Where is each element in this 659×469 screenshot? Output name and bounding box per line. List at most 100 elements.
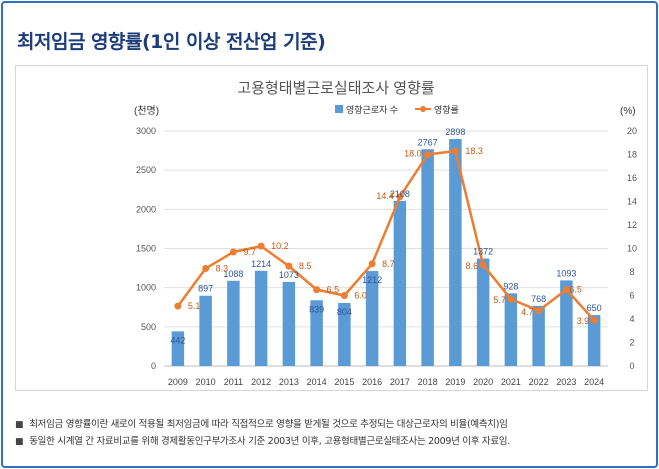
line-data-label: 6.5 bbox=[327, 285, 340, 295]
bar-data-label: 650 bbox=[587, 303, 602, 313]
line-point bbox=[257, 242, 265, 250]
line-point bbox=[451, 147, 459, 155]
line-point bbox=[313, 286, 321, 294]
bar bbox=[310, 300, 323, 366]
x-tick-label: 2019 bbox=[445, 377, 465, 387]
y-right-tick-label: 2 bbox=[629, 338, 634, 348]
y-left-unit-label: (천명) bbox=[134, 105, 159, 117]
y-left-tick-label: 500 bbox=[141, 322, 156, 332]
x-tick-label: 2024 bbox=[584, 377, 604, 387]
bar bbox=[476, 258, 490, 366]
chart-title: 고용형태별근로실태조사 영향률 bbox=[237, 80, 435, 97]
y-right-tick-label: 20 bbox=[627, 126, 637, 136]
y-right-tick-label: 16 bbox=[627, 173, 637, 183]
y-right-tick-label: 10 bbox=[627, 244, 637, 254]
line-point bbox=[424, 151, 432, 158]
x-tick-label: 2022 bbox=[529, 377, 549, 387]
line-data-label: 4.7 bbox=[521, 307, 534, 317]
line-series bbox=[176, 149, 596, 322]
bar bbox=[532, 305, 545, 366]
bar bbox=[421, 149, 434, 366]
line-data-label: 8.5 bbox=[299, 261, 312, 271]
y-right-tick-label: 18 bbox=[627, 150, 637, 160]
line-data-label: 6.5 bbox=[569, 285, 582, 295]
bar bbox=[199, 295, 212, 366]
bar-data-label: 2767 bbox=[418, 137, 438, 147]
line-point bbox=[479, 261, 487, 269]
x-tick-label: 2017 bbox=[390, 377, 410, 387]
line-point bbox=[562, 286, 570, 294]
bar-data-label: 897 bbox=[198, 284, 213, 294]
note-text: 동일한 시계열 간 자료비교를 위해 경제활동인구부가조사 기준 2003년 이… bbox=[29, 436, 510, 447]
line-data-label: 8.7 bbox=[382, 259, 395, 269]
x-tick-label: 2018 bbox=[418, 377, 438, 387]
bar bbox=[338, 303, 351, 366]
x-tick-label: 2011 bbox=[224, 377, 243, 387]
line-point bbox=[285, 262, 293, 270]
x-tick-label: 2012 bbox=[251, 377, 271, 387]
y-left-tick-label: 2500 bbox=[136, 165, 156, 175]
notes-list: ■ 최저임금 영향률이란 새로이 적용될 최저임금에 따라 직접적으로 영향을 … bbox=[15, 419, 648, 453]
bar bbox=[227, 280, 240, 366]
bar bbox=[504, 293, 518, 366]
bar bbox=[449, 138, 462, 366]
line-data-label: 5.7 bbox=[493, 295, 506, 305]
y-left-tick-label: 3000 bbox=[136, 126, 156, 136]
line-point bbox=[590, 316, 598, 324]
x-tick-label: 2023 bbox=[556, 377, 576, 387]
y-right-tick-label: 4 bbox=[629, 314, 634, 324]
bullet-icon: ■ bbox=[15, 420, 24, 430]
x-tick-label: 2016 bbox=[362, 377, 382, 387]
bar-data-label: 928 bbox=[503, 281, 518, 291]
y-left-tick-label: 0 bbox=[151, 361, 156, 371]
page-title: 최저임금 영향률(1인 이상 전산업 기준) bbox=[17, 31, 326, 53]
bar-data-label: 1073 bbox=[279, 270, 299, 280]
line-point bbox=[368, 260, 376, 268]
y-right-tick-label: 14 bbox=[627, 197, 637, 207]
note-item: ■ 동일한 시계열 간 자료비교를 위해 경제활동인구부가조사 기준 2003년… bbox=[15, 436, 648, 453]
line-point bbox=[535, 307, 543, 315]
bar bbox=[254, 270, 268, 366]
line-point bbox=[229, 248, 237, 256]
x-tick-label: 2021 bbox=[501, 377, 521, 387]
line-point bbox=[202, 264, 210, 272]
bar-data-label: 442 bbox=[170, 335, 185, 345]
legend-line-marker bbox=[420, 106, 426, 112]
line-data-label: 5.1 bbox=[188, 301, 201, 311]
y-left-tick-label: 1000 bbox=[136, 283, 156, 293]
bar-data-label: 768 bbox=[531, 294, 546, 304]
line-data-label: 14.4 bbox=[376, 191, 394, 201]
bar bbox=[171, 331, 185, 366]
x-tick-label: 2013 bbox=[279, 377, 299, 387]
x-tick-label: 2014 bbox=[307, 377, 327, 387]
bullet-icon: ■ bbox=[15, 437, 24, 447]
bar-data-label: 1372 bbox=[473, 247, 493, 257]
y-left-tick-label: 2000 bbox=[136, 204, 156, 214]
note-text: 최저임금 영향률이란 새로이 적용될 최저임금에 따라 직접적으로 영향을 받게… bbox=[29, 419, 508, 430]
line-data-label: 10.2 bbox=[271, 241, 289, 251]
x-tick-label: 2010 bbox=[196, 377, 216, 387]
line-data-label: 8.6 bbox=[466, 261, 479, 271]
y-right-tick-label: 12 bbox=[627, 220, 637, 230]
y-right-tick-label: 6 bbox=[629, 291, 634, 301]
x-tick-label: 2015 bbox=[334, 377, 354, 387]
line-point bbox=[507, 295, 515, 303]
line-data-label: 18.3 bbox=[465, 146, 483, 156]
bar-data-label: 1212 bbox=[362, 275, 382, 285]
line-point bbox=[174, 302, 182, 310]
bar-data-label: 804 bbox=[337, 307, 352, 317]
line-data-label: 3.9 bbox=[577, 316, 590, 326]
note-item: ■ 최저임금 영향률이란 새로이 적용될 최저임금에 따라 직접적으로 영향을 … bbox=[15, 419, 648, 436]
bar-data-label: 2108 bbox=[390, 189, 410, 199]
line-data-label: 9.7 bbox=[243, 247, 256, 257]
legend-bar-label: 영향근로자 수 bbox=[346, 104, 398, 115]
bar bbox=[365, 271, 379, 366]
x-tick-label: 2009 bbox=[168, 377, 188, 387]
bar-data-label: 1093 bbox=[556, 268, 576, 278]
bar-data-label: 1214 bbox=[251, 259, 271, 269]
bar bbox=[282, 281, 296, 366]
line-data-label: 18.0 bbox=[404, 149, 422, 159]
bar bbox=[393, 200, 407, 366]
